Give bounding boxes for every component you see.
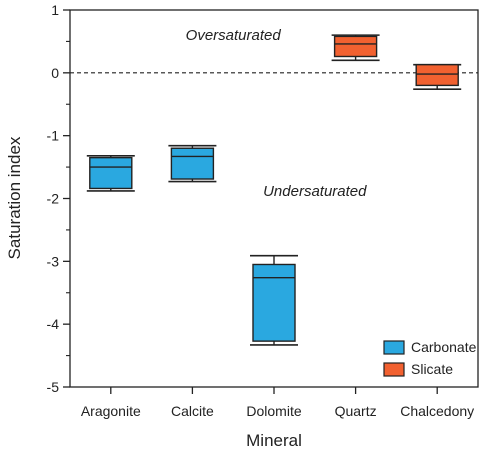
x-tick-label-dolomite: Dolomite bbox=[246, 403, 301, 419]
y-tick-label: -4 bbox=[47, 316, 60, 332]
y-tick-label: 0 bbox=[51, 65, 59, 81]
legend: Carbonate Slicate bbox=[383, 339, 477, 377]
box-aragonite bbox=[89, 156, 133, 190]
annotation-undersaturated: Undersaturated bbox=[263, 183, 367, 200]
x-tick-label-quartz: Quartz bbox=[335, 403, 377, 419]
y-tick-label: -1 bbox=[47, 128, 60, 144]
x-axis-title: Mineral bbox=[246, 431, 302, 450]
y-tick-label: -5 bbox=[47, 379, 60, 395]
x-tick-label-chalcedony: Chalcedony bbox=[400, 403, 474, 419]
y-tick-label: 1 bbox=[51, 2, 59, 18]
box-calcite bbox=[170, 147, 215, 180]
legend-label-slicate: Slicate bbox=[411, 361, 453, 377]
legend-swatch-slicate bbox=[383, 362, 405, 377]
y-tick-label: -2 bbox=[47, 191, 60, 207]
y-tick-label: -3 bbox=[47, 253, 60, 269]
box-chalcedony bbox=[415, 63, 459, 87]
annotation-oversaturated: Oversaturated bbox=[186, 27, 282, 44]
box-quartz bbox=[333, 35, 378, 58]
legend-label-carbonate: Carbonate bbox=[411, 339, 477, 355]
y-axis-title: Saturation index bbox=[5, 136, 24, 259]
x-tick-label-calcite: Calcite bbox=[171, 403, 214, 419]
box-dolomite bbox=[252, 263, 296, 342]
legend-swatch-carbonate bbox=[383, 340, 405, 355]
x-tick-label-aragonite: Aragonite bbox=[81, 403, 141, 419]
